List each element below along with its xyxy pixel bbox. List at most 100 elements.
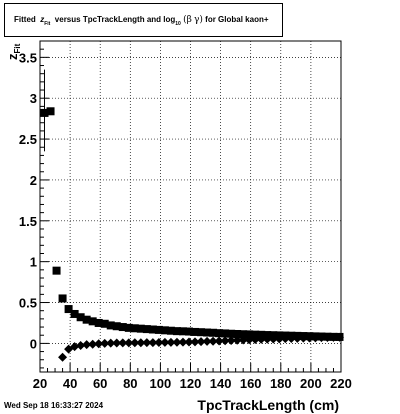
y-tick-label: 3.5: [19, 50, 37, 65]
data-point-diamond: [274, 334, 284, 344]
data-point-square: [203, 328, 212, 337]
data-point-diamond: [316, 333, 326, 343]
y-tick-label: 3: [30, 91, 37, 106]
data-point-square: [106, 321, 115, 330]
y-axis-title: zFit: [5, 43, 22, 60]
data-point-diamond: [184, 337, 194, 347]
x-axis-title: TpcTrackLength (cm): [197, 397, 339, 413]
data-point-diamond: [280, 334, 290, 344]
data-point-square: [245, 330, 254, 339]
data-point-diamond: [304, 333, 314, 343]
data-point-diamond: [292, 333, 302, 343]
y-tick-label: 0.5: [19, 296, 37, 311]
data-point-square: [215, 329, 224, 338]
data-point-square: [112, 322, 121, 331]
data-point-square: [88, 317, 97, 326]
title-mid: versus TpcTrackLength and log: [54, 15, 176, 24]
title-z-sub: Fit: [44, 21, 51, 27]
data-point-diamond: [268, 334, 278, 344]
data-point-square: [197, 328, 206, 337]
data-point-diamond: [298, 333, 308, 343]
data-point-diamond: [166, 337, 176, 347]
title-paren-open: (: [183, 15, 187, 25]
x-tick-label: 140: [210, 376, 232, 391]
data-point-diamond: [88, 339, 98, 349]
datestamp: Wed Sep 18 16:33:27 2024: [4, 401, 104, 410]
data-point-diamond: [160, 337, 170, 347]
data-point-square: [58, 294, 67, 303]
data-point-square: [160, 326, 169, 335]
y-tick-label: 0: [30, 336, 37, 351]
x-tick-label: 220: [330, 376, 352, 391]
data-point-square: [136, 324, 145, 333]
data-point-square: [166, 326, 175, 335]
x-tick-label: 200: [300, 376, 322, 391]
title-prefix: Fitted: [14, 15, 36, 24]
x-tick-label: 20: [33, 376, 47, 391]
data-point-square: [46, 107, 55, 116]
data-point-diamond: [226, 335, 236, 345]
data-point-square: [142, 325, 151, 334]
y-axis-title-main: z: [5, 53, 20, 60]
y-tick-label: 1: [30, 255, 37, 270]
data-point-diamond: [142, 338, 152, 348]
data-point-diamond: [190, 337, 200, 347]
y-axis-title-sub: Fit: [13, 43, 22, 53]
data-point-square: [130, 324, 139, 333]
x-tick-label: 180: [270, 376, 292, 391]
data-point-square: [191, 327, 200, 336]
data-point-diamond: [196, 337, 206, 347]
x-tick-label: 80: [123, 376, 137, 391]
data-point-square: [76, 313, 85, 322]
data-point-diamond: [244, 335, 254, 345]
title-paren-close: ): [199, 15, 203, 25]
data-point-square: [184, 327, 193, 336]
title-box: Fitted zFit versus TpcTrackLength and lo…: [4, 3, 283, 37]
data-point-diamond: [148, 338, 158, 348]
data-point-diamond: [256, 334, 266, 344]
data-point-diamond: [214, 336, 224, 346]
data-point-square: [239, 330, 248, 339]
data-point-diamond: [250, 334, 260, 344]
data-point-diamond: [70, 342, 80, 352]
title-log-sub: 10: [175, 21, 181, 27]
data-point-diamond: [130, 338, 140, 348]
x-tick-label: 60: [93, 376, 107, 391]
data-point-square: [148, 325, 157, 334]
data-point-diamond: [328, 332, 338, 342]
data-point-square: [209, 328, 218, 337]
data-point-diamond: [322, 333, 332, 343]
x-tick-label: 40: [63, 376, 77, 391]
data-point-diamond: [106, 338, 116, 348]
data-point-square: [64, 305, 73, 314]
data-point-square: [118, 323, 127, 332]
data-point-diamond: [262, 334, 272, 344]
data-point-diamond: [112, 338, 122, 348]
x-tick-label: 160: [240, 376, 262, 391]
data-point-square: [82, 315, 91, 324]
data-point-square: [124, 323, 133, 332]
data-point-square: [40, 108, 49, 117]
data-point-diamond: [334, 332, 344, 342]
x-tick-label: 120: [180, 376, 202, 391]
data-point-diamond: [124, 338, 134, 348]
title-z: z: [40, 15, 45, 24]
data-point-square: [178, 327, 187, 336]
data-point-square: [233, 329, 242, 338]
data-point-square: [251, 330, 260, 339]
data-point-square: [100, 319, 109, 328]
data-point-diamond: [100, 338, 110, 348]
data-point-square: [70, 309, 79, 318]
title-suffix: for Global kaon+: [205, 15, 269, 24]
title-beta: β: [186, 15, 192, 25]
y-tick-label: 2.5: [19, 132, 37, 147]
data-point-square: [172, 327, 181, 336]
data-point-diamond: [118, 338, 128, 348]
data-point-diamond: [58, 352, 68, 362]
data-point-diamond: [220, 336, 230, 346]
data-marks: [40, 69, 344, 362]
data-point-diamond: [208, 336, 218, 346]
title-gamma: γ: [194, 15, 200, 25]
y-tick-label: 2: [30, 173, 37, 188]
data-point-diamond: [136, 338, 146, 348]
